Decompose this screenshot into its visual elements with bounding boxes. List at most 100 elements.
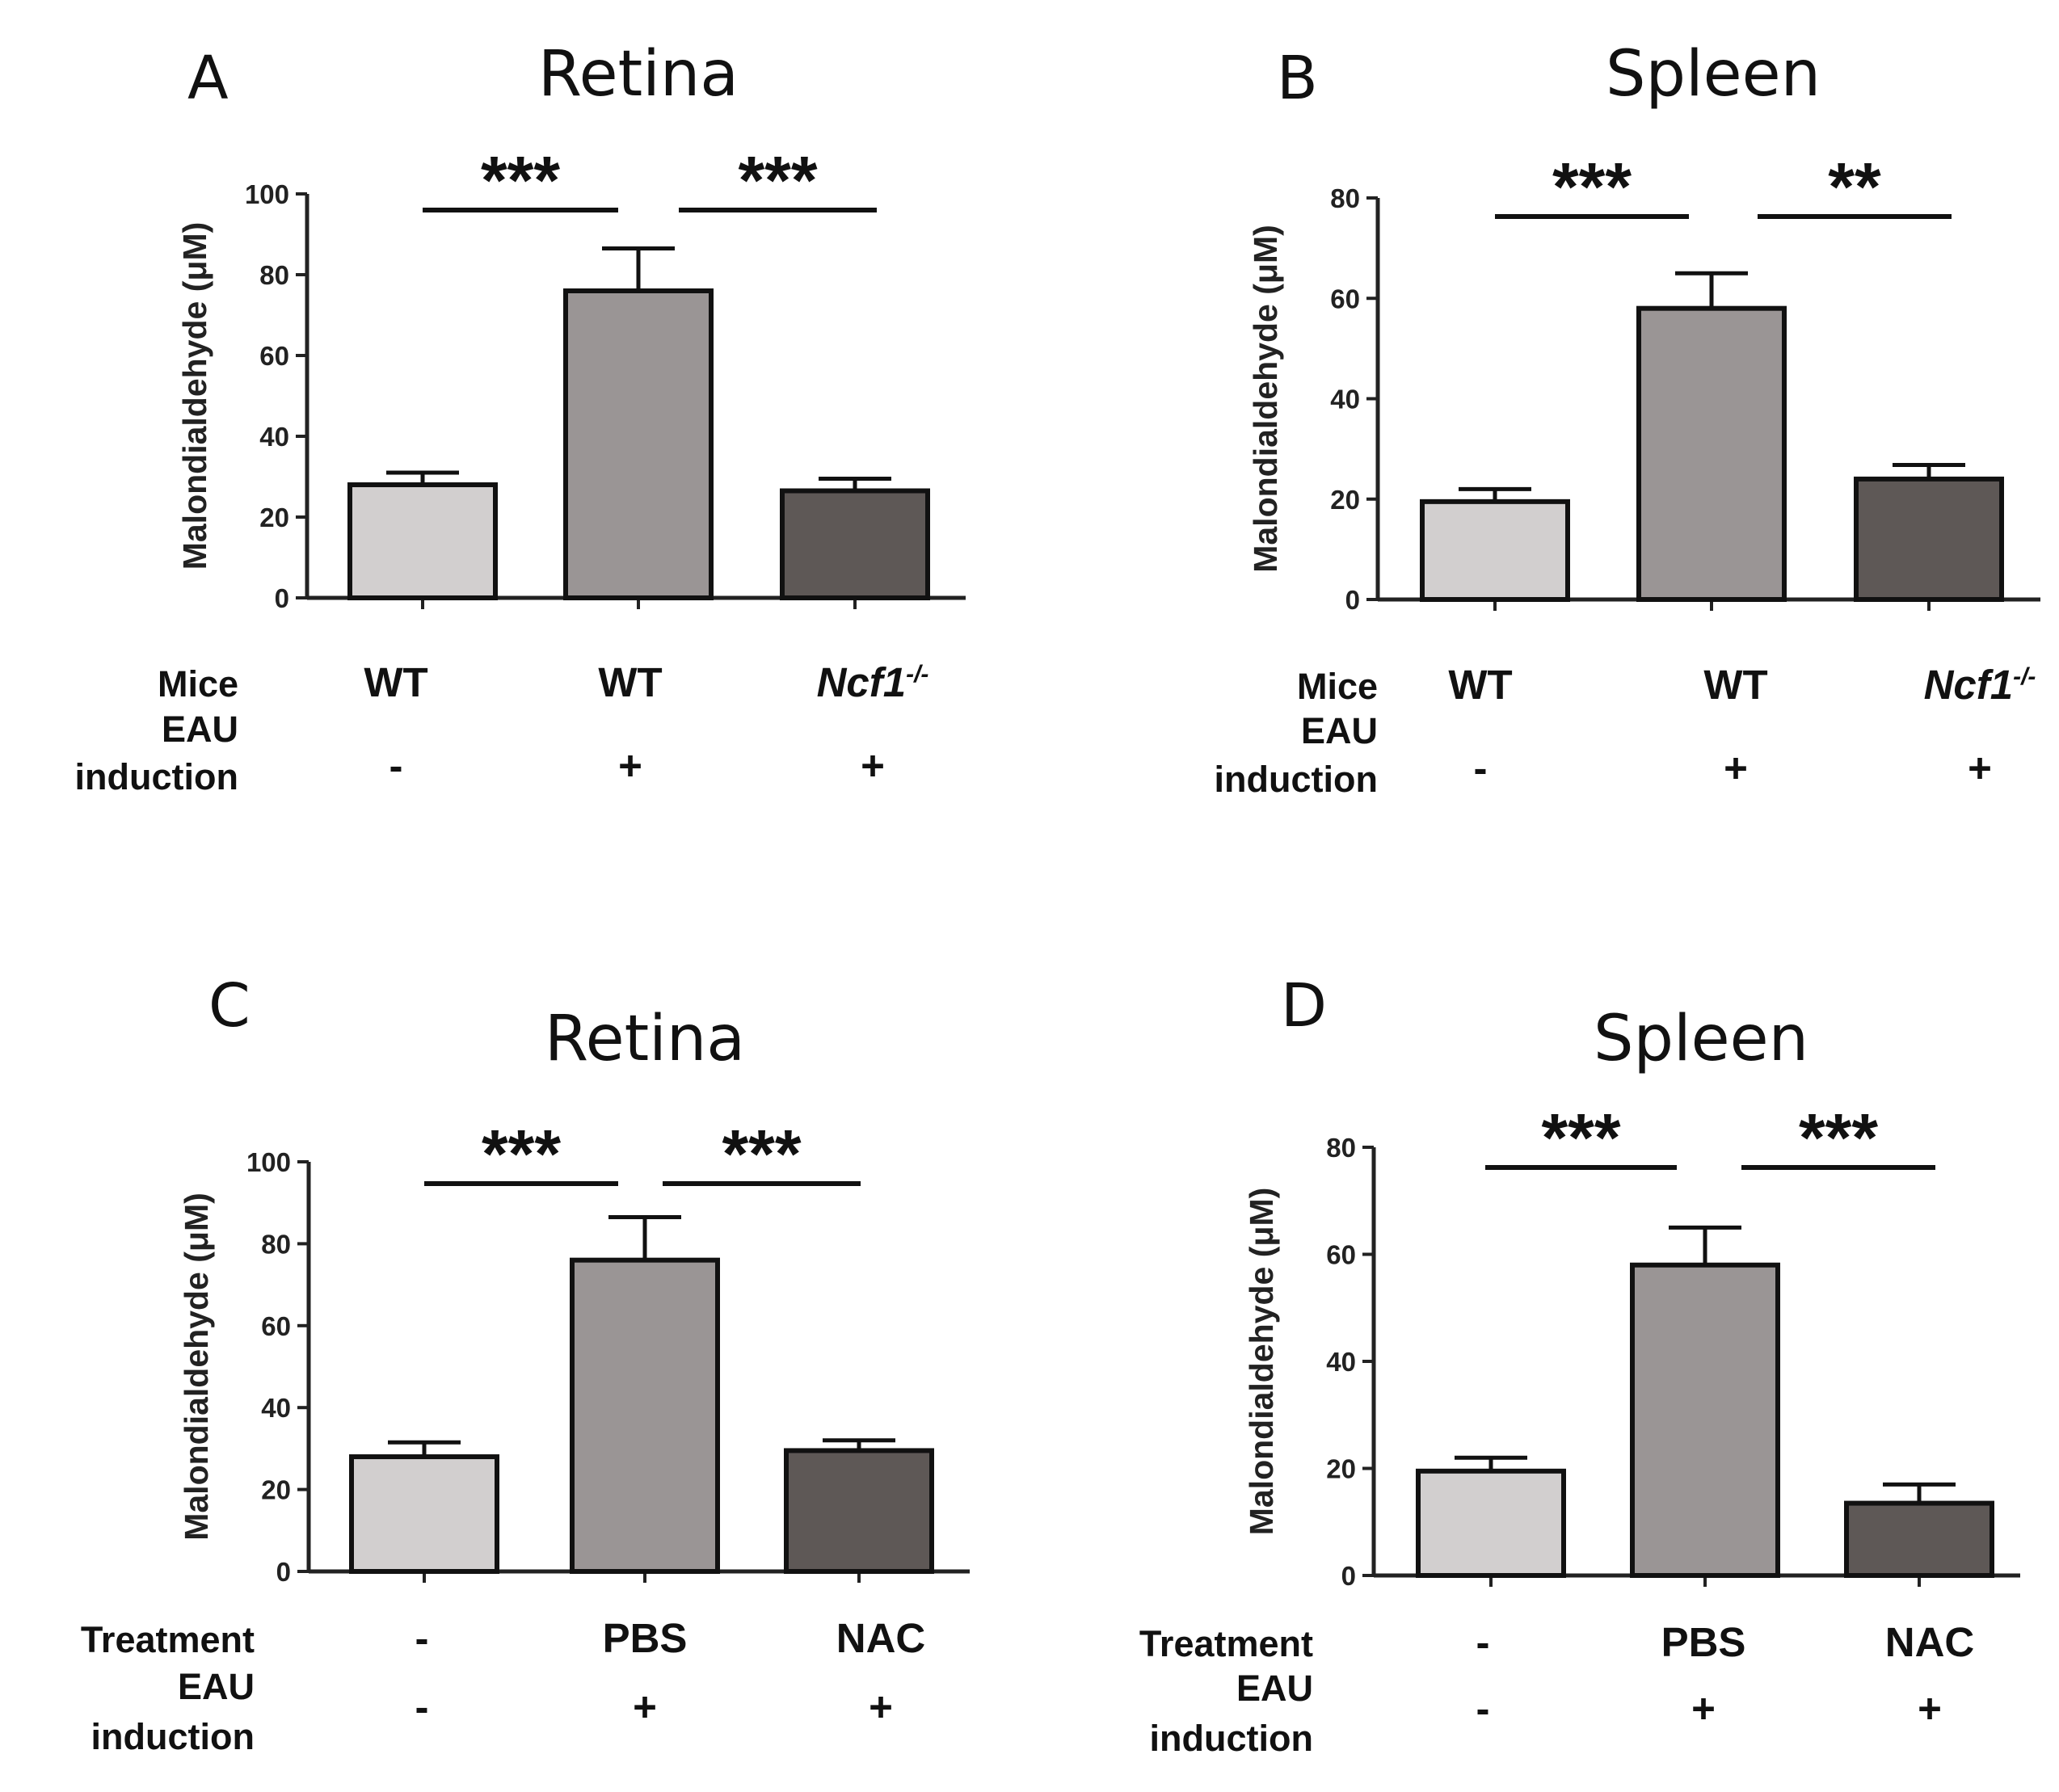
table-cell-text: PBS — [1661, 1619, 1746, 1665]
bar — [1854, 476, 2004, 603]
table-cell: NAC — [1885, 1619, 1975, 1665]
chart-panel-d: D Spleen 0 20 40 60 80 Malondialdehyde (μM) *** *… — [1139, 971, 2020, 1759]
significance-label: *** — [1552, 149, 1632, 225]
table-cell: NAC — [836, 1615, 926, 1661]
y-axis-label: Malondialdehyde (μM) — [176, 222, 213, 570]
y-tick-label: 60 — [261, 1311, 291, 1341]
y-tick-label: 60 — [1326, 1240, 1356, 1270]
table-row-label: EAU — [1301, 710, 1378, 751]
bar — [563, 288, 714, 600]
table-row-label: EAU — [1236, 1668, 1313, 1709]
bar — [1844, 1500, 1994, 1578]
table-cell-text: - — [1476, 1619, 1490, 1665]
bar — [1630, 1262, 1780, 1578]
table-cell: + — [1691, 1685, 1716, 1731]
table-row-label: EAU — [178, 1666, 255, 1707]
table-cell-superscript: -/- — [2013, 663, 2036, 690]
table-cell: PBS — [1661, 1619, 1746, 1665]
table-cell-text: Ncf1 — [817, 659, 907, 705]
chart-panel-a: A Retina 0 20 40 60 80 100 Malondialdehyde (μM) *… — [75, 38, 966, 797]
table-cell: WT — [598, 659, 662, 705]
y-tick-label: 40 — [261, 1393, 291, 1423]
table-cell-superscript: -/- — [906, 661, 928, 688]
y-tick-label: 20 — [259, 503, 289, 532]
table-row-label: Treatment — [81, 1619, 255, 1660]
bar — [570, 1257, 720, 1575]
table-row-label: induction — [1150, 1718, 1313, 1759]
panel-letter: D — [1281, 971, 1327, 1041]
y-tick-label: 100 — [245, 179, 289, 209]
y-tick-label: 20 — [261, 1475, 291, 1505]
table-cell: Ncf1-/- — [1924, 662, 2036, 708]
table-cell: + — [1968, 745, 1992, 791]
y-axis-label: Malondialdehyde (μM) — [178, 1193, 215, 1541]
table-cell: Ncf1-/- — [817, 659, 929, 705]
chart-title: Retina — [545, 1003, 745, 1075]
y-tick-label: 40 — [259, 422, 289, 452]
table-cell: + — [861, 742, 885, 789]
chart-title: Spleen — [1606, 38, 1821, 111]
y-axis-label: Malondialdehyde (μM) — [1243, 1188, 1280, 1536]
panel-letter: A — [187, 44, 229, 113]
bar — [780, 488, 930, 600]
table-cell: WT — [364, 659, 427, 705]
y-tick-label: 60 — [1330, 284, 1360, 313]
significance-label: *** — [481, 142, 560, 218]
chart-title: Retina — [538, 38, 739, 111]
table-cell: + — [618, 742, 642, 789]
y-tick-label: 40 — [1326, 1347, 1356, 1377]
table-cell-text: WT — [1703, 662, 1767, 708]
y-tick-label: 80 — [259, 260, 289, 290]
table-cell: + — [1724, 745, 1748, 791]
y-tick-label: 0 — [1341, 1561, 1356, 1591]
table-row-label: induction — [1215, 759, 1378, 800]
bar — [347, 482, 498, 600]
table-cell-text: WT — [1448, 662, 1512, 708]
y-tick-label: 0 — [275, 583, 289, 613]
y-tick-label: 20 — [1326, 1454, 1356, 1484]
table-cell: WT — [1703, 662, 1767, 708]
y-tick-label: 20 — [1330, 485, 1360, 515]
significance-label: *** — [1799, 1100, 1878, 1176]
y-tick-label: 80 — [1330, 183, 1360, 213]
significance-label: *** — [1541, 1100, 1620, 1176]
table-row-label: induction — [91, 1716, 255, 1757]
bar — [1416, 1468, 1566, 1578]
y-tick-label: 100 — [246, 1147, 291, 1177]
chart-panel-c: C Retina 0 20 40 60 80 100 Malondialdehyde (μM) *… — [81, 971, 970, 1757]
table-cell: - — [389, 742, 403, 789]
y-tick-label: 0 — [1345, 585, 1360, 615]
y-tick-label: 40 — [1330, 385, 1360, 414]
table-cell-text: WT — [598, 659, 662, 705]
table-cell: - — [1476, 1619, 1490, 1665]
table-cell: - — [415, 1684, 429, 1730]
chart-title: Spleen — [1594, 1003, 1808, 1075]
significance-label: *** — [482, 1116, 561, 1192]
table-cell-text: - — [415, 1615, 429, 1661]
table-cell: WT — [1448, 662, 1512, 708]
table-cell-text: Ncf1 — [1924, 662, 2014, 708]
table-row-label: Treatment — [1139, 1623, 1313, 1664]
significance-label: *** — [738, 142, 817, 218]
table-cell-text: WT — [364, 659, 427, 705]
table-row-label: Mice — [1297, 666, 1378, 707]
panel-letter: B — [1277, 44, 1318, 113]
panel-letter: C — [208, 971, 251, 1041]
y-tick-label: 80 — [261, 1229, 291, 1259]
bar — [1420, 498, 1570, 603]
table-cell: + — [869, 1684, 893, 1730]
table-cell: PBS — [603, 1615, 688, 1661]
significance-label: *** — [722, 1116, 801, 1192]
table-row-label: Mice — [158, 663, 238, 705]
bar — [349, 1454, 499, 1575]
table-cell: + — [633, 1684, 657, 1730]
table-cell-text: PBS — [603, 1615, 688, 1661]
y-tick-label: 60 — [259, 341, 289, 371]
significance-label: ** — [1828, 149, 1881, 225]
table-cell: - — [415, 1615, 429, 1661]
table-cell-text: NAC — [836, 1615, 926, 1661]
table-cell-text: NAC — [1885, 1619, 1975, 1665]
table-cell: - — [1476, 1685, 1490, 1731]
